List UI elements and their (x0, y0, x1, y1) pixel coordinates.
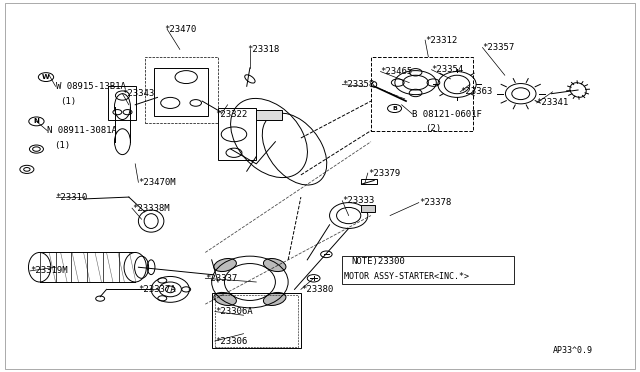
Text: *23306A: *23306A (215, 307, 253, 316)
Ellipse shape (264, 292, 286, 305)
Text: B: B (392, 106, 397, 111)
Text: *23470M: *23470M (138, 178, 176, 187)
Bar (154, 68, 209, 116)
Text: *23341: *23341 (537, 99, 569, 108)
Text: W 08915-13B1A: W 08915-13B1A (56, 82, 125, 91)
Text: B 08121-0601F: B 08121-0601F (412, 109, 483, 119)
Text: W: W (42, 74, 50, 80)
Text: *23357: *23357 (483, 43, 515, 52)
Ellipse shape (214, 292, 236, 305)
Text: N 08911-3081A: N 08911-3081A (47, 126, 117, 135)
Text: AP33^0.9: AP33^0.9 (552, 346, 593, 355)
Text: *23322: *23322 (215, 109, 247, 119)
Bar (362, 205, 376, 212)
Text: *23312: *23312 (425, 36, 458, 45)
Text: (1): (1) (60, 97, 76, 106)
Text: *23319M: *23319M (30, 266, 68, 275)
Text: *23470: *23470 (164, 25, 196, 33)
Text: *23378: *23378 (419, 198, 451, 207)
Text: *23338M: *23338M (132, 203, 170, 213)
Ellipse shape (264, 259, 286, 272)
Bar (215, 295, 298, 347)
Text: *23310: *23310 (56, 193, 88, 202)
Text: *23343: *23343 (122, 89, 155, 98)
Ellipse shape (214, 259, 236, 272)
Text: *23363: *23363 (460, 87, 492, 96)
Text: *23337A: *23337A (138, 285, 176, 294)
Bar (371, 57, 473, 131)
Text: (2): (2) (425, 124, 441, 133)
Text: *23379: *23379 (368, 169, 400, 177)
Text: *23306: *23306 (215, 337, 247, 346)
Bar (212, 293, 301, 349)
Text: *23380: *23380 (301, 285, 333, 294)
Bar (256, 110, 282, 119)
Text: (1): (1) (54, 141, 70, 150)
Text: *23465: *23465 (381, 67, 413, 76)
Text: *23358: *23358 (342, 80, 374, 89)
Bar (108, 86, 136, 119)
Text: *23318: *23318 (246, 45, 279, 54)
Bar (362, 179, 378, 184)
Text: *23354: *23354 (431, 65, 464, 74)
Bar (218, 109, 256, 160)
Text: N: N (33, 118, 40, 124)
Bar (342, 256, 515, 284)
Text: *23337: *23337 (205, 274, 237, 283)
Text: *23333: *23333 (342, 196, 374, 205)
Bar (145, 57, 218, 123)
Text: NOTE)23300: NOTE)23300 (352, 257, 406, 266)
Text: MOTOR ASSY-STARTER<INC.*>: MOTOR ASSY-STARTER<INC.*> (344, 272, 469, 281)
